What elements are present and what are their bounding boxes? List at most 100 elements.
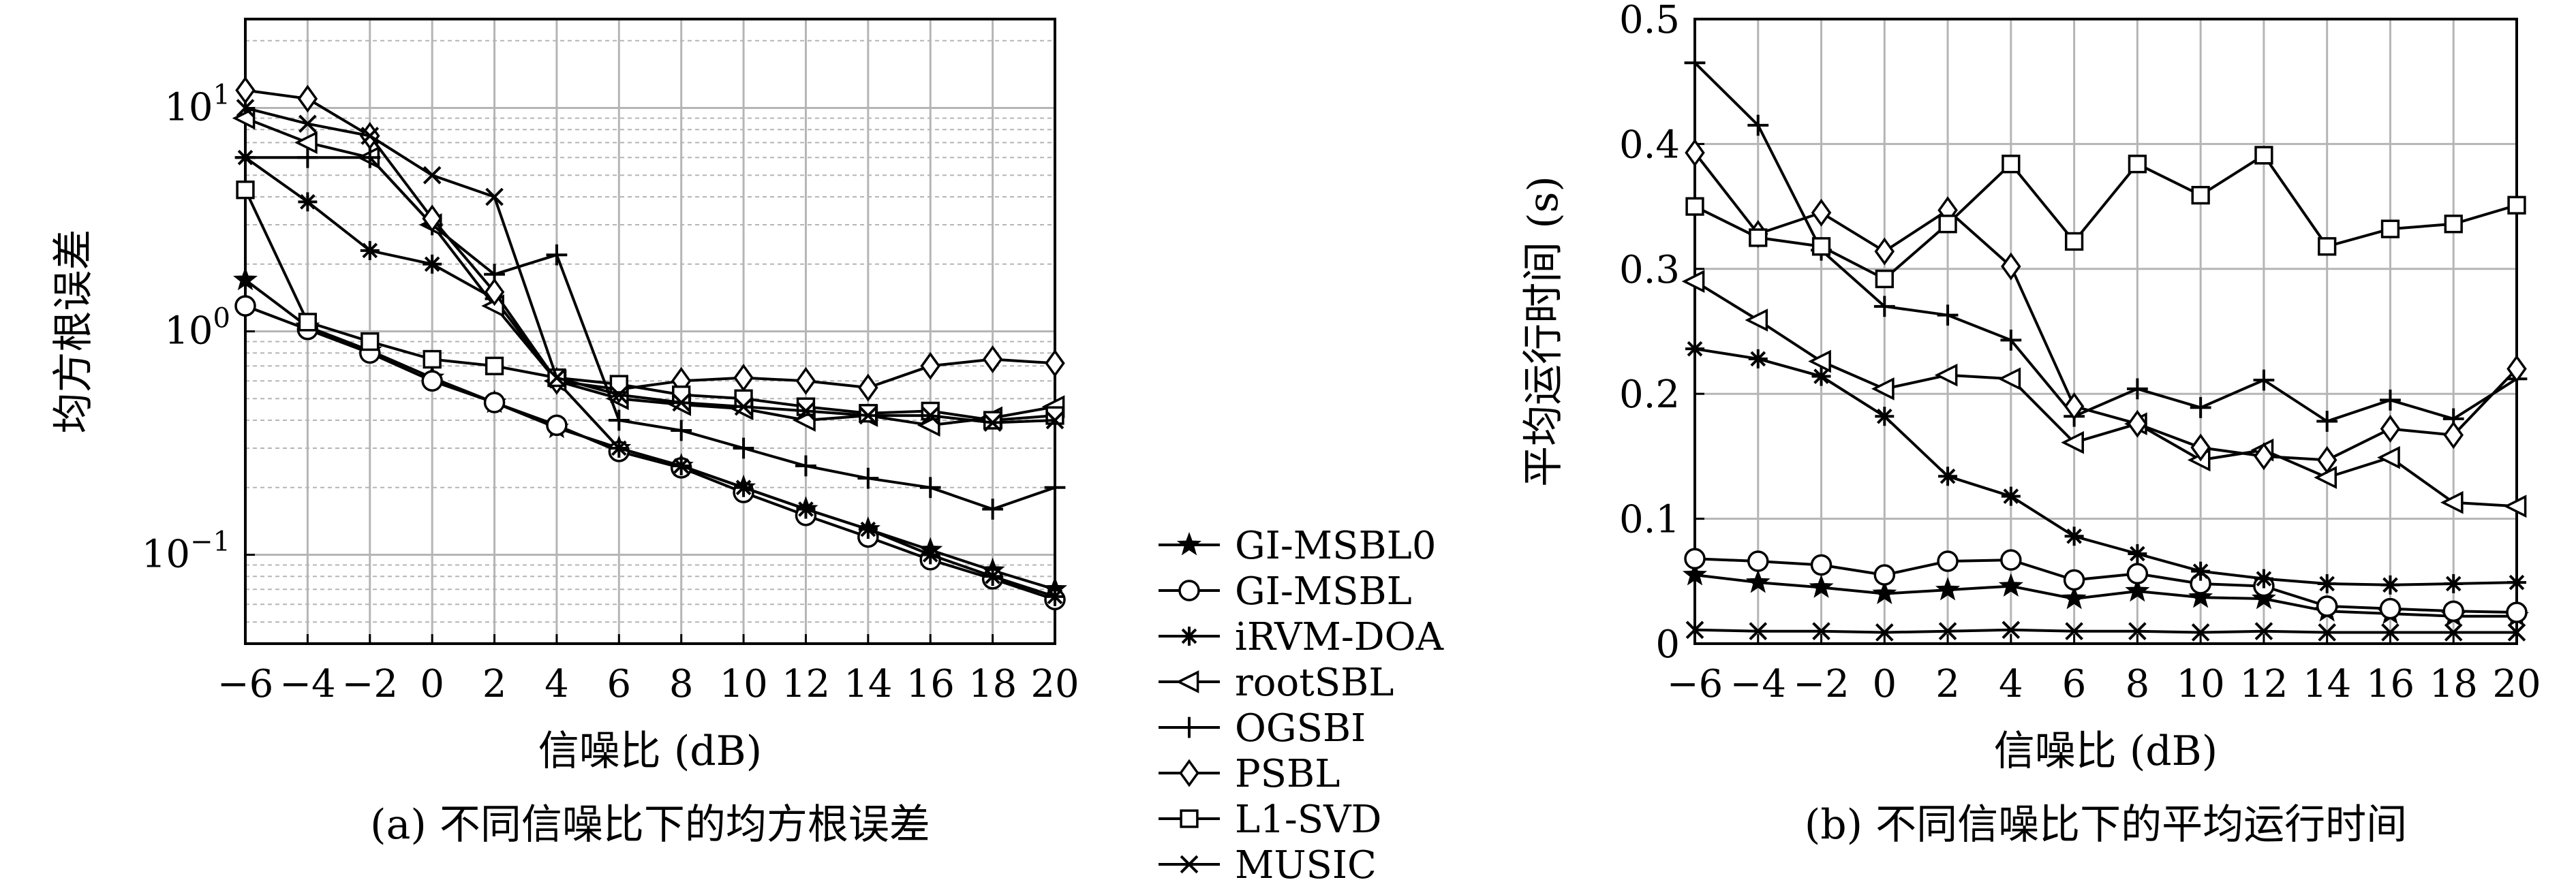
data-point-music xyxy=(609,386,628,404)
data-point-music xyxy=(236,99,255,117)
y-tick-label: 0.1 xyxy=(1619,498,1680,542)
data-point-l1-svd xyxy=(859,404,878,423)
data-point-psbl xyxy=(982,345,1003,373)
legend-label: PSBL xyxy=(1235,752,1340,796)
data-point-l1-svd xyxy=(1685,197,1704,216)
data-point-l1-svd xyxy=(236,180,255,200)
legend-item-psbl: PSBL xyxy=(1159,752,1340,796)
data-point-music xyxy=(672,393,691,412)
chart-caption: (b) 不同信噪比下的平均运行时间 xyxy=(1805,801,2407,849)
series-line-gi-msbl xyxy=(245,304,1056,601)
data-point-music xyxy=(859,406,878,425)
x-tick-label: 4 xyxy=(1999,662,2023,706)
data-point-gi-msbl xyxy=(2316,595,2338,617)
data-point-gi-msbl xyxy=(234,295,256,317)
series-line-psbl xyxy=(245,89,1056,391)
data-point-ogsbi xyxy=(546,244,568,266)
series-line-ogsbi xyxy=(245,156,1056,511)
data-point-music xyxy=(2128,622,2147,640)
x-tick-label: 4 xyxy=(545,662,569,706)
data-point-ogsbi xyxy=(857,467,879,489)
x-axis-title: 信噪比 (dB) xyxy=(538,727,762,775)
data-point-l1-svd xyxy=(1749,228,1768,247)
data-point-gi-msbl0 xyxy=(1935,577,1961,601)
x-tick-label: 0 xyxy=(1872,662,1897,706)
legend-label: OGSBI xyxy=(1235,706,1366,751)
data-point-music xyxy=(361,127,380,145)
data-point-psbl xyxy=(920,351,940,380)
x-tick-label: 14 xyxy=(844,662,892,706)
data-point-music xyxy=(2444,623,2463,642)
data-point-l1-svd xyxy=(2002,155,2021,174)
data-point-music xyxy=(2381,623,2399,642)
data-point-psbl xyxy=(484,278,505,307)
data-point-l1-svd xyxy=(2254,146,2273,165)
data-point-gi-msbl xyxy=(2126,563,2149,585)
x-tick-label: 2 xyxy=(482,662,507,706)
data-point-ogsbi xyxy=(671,420,692,441)
legend-item-music: MUSIC xyxy=(1159,843,1377,880)
series-gi-msbl0 xyxy=(1682,562,2530,627)
data-point-irvm-doa xyxy=(2191,561,2211,581)
series-ogsbi xyxy=(234,146,1066,520)
data-point-music xyxy=(485,187,504,206)
data-point-psbl xyxy=(297,84,318,113)
x-tick-label: 6 xyxy=(2062,662,2087,706)
x-tick-label: 16 xyxy=(2366,662,2414,706)
data-point-music xyxy=(2002,620,2021,640)
data-point-irvm-doa xyxy=(1045,586,1064,606)
x-tick-label: 2 xyxy=(1935,662,1960,706)
data-point-psbl xyxy=(1811,198,1832,227)
series-l1-svd xyxy=(1685,146,2526,289)
data-point-l1-svd xyxy=(298,313,318,332)
data-point-psbl xyxy=(2506,355,2527,383)
series-gi-msbl xyxy=(1684,548,2528,623)
data-point-ogsbi xyxy=(982,499,1004,520)
data-point-ogsbi xyxy=(2253,369,2275,391)
legend-marker xyxy=(1180,809,1199,828)
data-point-ogsbi xyxy=(1684,52,1706,74)
data-point-music xyxy=(1812,622,1830,640)
data-point-l1-svd xyxy=(983,411,1002,430)
series-line-irvm-doa xyxy=(1694,347,2517,586)
data-point-rootsbl xyxy=(2377,445,2400,469)
data-point-gi-msbl0 xyxy=(2061,586,2087,610)
data-point-psbl xyxy=(2127,409,2148,438)
data-point-music xyxy=(2318,623,2337,642)
data-point-irvm-doa xyxy=(1938,467,1958,486)
data-point-music xyxy=(2065,622,2083,640)
data-point-ogsbi xyxy=(296,146,318,168)
series-line-l1-svd xyxy=(1694,153,2517,281)
data-point-irvm-doa xyxy=(360,240,380,260)
series-gi-msbl xyxy=(234,295,1066,611)
series-line-psbl xyxy=(1693,151,2518,462)
legend-marker xyxy=(1178,580,1200,601)
legend-item-rootsbl: rootSBL xyxy=(1159,661,1394,705)
data-point-irvm-doa xyxy=(2507,573,2526,593)
series-psbl xyxy=(1685,138,2527,474)
data-point-ogsbi xyxy=(2000,329,2022,351)
y-axis-title: 平均运行时间 (s) xyxy=(1520,176,1567,487)
x-tick-label: 6 xyxy=(607,662,631,706)
x-tick-label: 20 xyxy=(1030,662,1079,706)
x-tick-label: −6 xyxy=(1667,662,1723,706)
plot-frame xyxy=(1693,18,2518,645)
y-axis-title: 均方根误差 xyxy=(50,230,97,434)
data-point-psbl xyxy=(2443,421,2464,450)
data-point-l1-svd xyxy=(1875,269,1894,289)
data-point-l1-svd xyxy=(485,356,504,375)
series-ogsbi xyxy=(1684,52,2528,432)
legend-item-gi-msbl0: GI-MSBL0 xyxy=(1159,524,1436,568)
data-point-gi-msbl0 xyxy=(1998,573,2023,597)
data-point-rootsbl xyxy=(2503,494,2527,518)
legend-label: GI-MSBL0 xyxy=(1235,524,1436,568)
data-point-music xyxy=(2254,622,2273,640)
data-point-irvm-doa xyxy=(423,254,442,274)
data-point-ogsbi xyxy=(1873,296,1895,317)
data-point-gi-msbl xyxy=(421,370,443,392)
data-point-irvm-doa xyxy=(609,438,629,458)
x-tick-label: 12 xyxy=(2239,662,2288,706)
data-point-l1-svd xyxy=(734,389,753,408)
data-point-gi-msbl0 xyxy=(2251,586,2276,610)
